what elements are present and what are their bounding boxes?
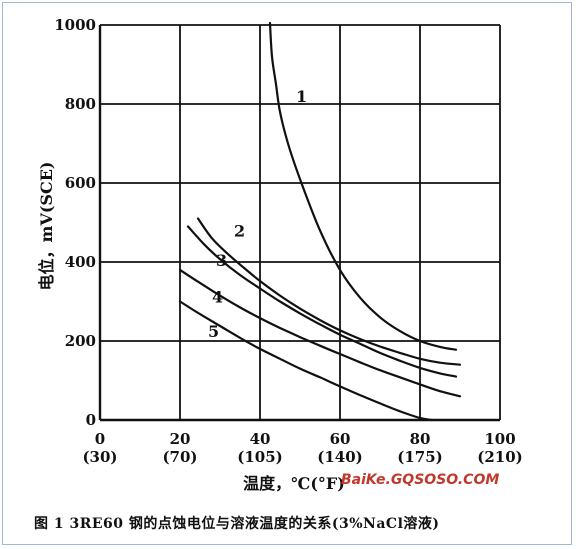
y-tick-label: 400 — [65, 253, 96, 271]
curve-label-4: 4 — [212, 287, 223, 306]
curve-4 — [178, 268, 462, 398]
curve-label-2: 2 — [234, 221, 245, 240]
tick-labels: 020040060080010000(30)20(70)40(105)60(14… — [54, 16, 523, 466]
figure-frame — [2, 2, 572, 545]
y-tick-label: 200 — [65, 332, 96, 350]
x-tick-label: 20 — [170, 430, 191, 448]
x-tick-sublabel: (175) — [397, 448, 443, 466]
x-tick-label: 60 — [330, 430, 351, 448]
x-axis-title: 温度，℃(°F) — [242, 474, 345, 493]
y-axis-title: 电位，mV(SCE) — [37, 162, 56, 291]
curve-2 — [196, 217, 462, 366]
curve-5 — [178, 300, 434, 422]
curve-1 — [268, 21, 458, 351]
grid — [100, 25, 500, 420]
x-tick-sublabel: (30) — [82, 448, 117, 466]
x-tick-sublabel: (70) — [162, 448, 197, 466]
curve-label-1: 1 — [296, 87, 307, 106]
x-tick-sublabel: (105) — [237, 448, 283, 466]
x-tick-label: 100 — [484, 430, 515, 448]
y-tick-label: 800 — [65, 95, 96, 113]
x-tick-sublabel: (140) — [317, 448, 363, 466]
y-tick-label: 600 — [65, 174, 96, 192]
curve-3 — [186, 225, 458, 378]
x-tick-label: 40 — [250, 430, 271, 448]
x-tick-label: 0 — [95, 430, 105, 448]
axes — [98, 24, 501, 422]
curve-label-3: 3 — [216, 251, 227, 270]
x-tick-sublabel: (210) — [477, 448, 523, 466]
watermark-text: BaiKe.GQSOSO.COM — [341, 472, 499, 488]
curves — [178, 21, 462, 422]
curve-label-5: 5 — [208, 322, 219, 341]
y-tick-label: 1000 — [54, 16, 96, 34]
y-tick-label: 0 — [86, 411, 96, 429]
figure-caption: 图 1 3RE60 钢的点蚀电位与溶液温度的关系(3%NaCl溶液) — [34, 516, 440, 532]
x-tick-label: 80 — [410, 430, 431, 448]
